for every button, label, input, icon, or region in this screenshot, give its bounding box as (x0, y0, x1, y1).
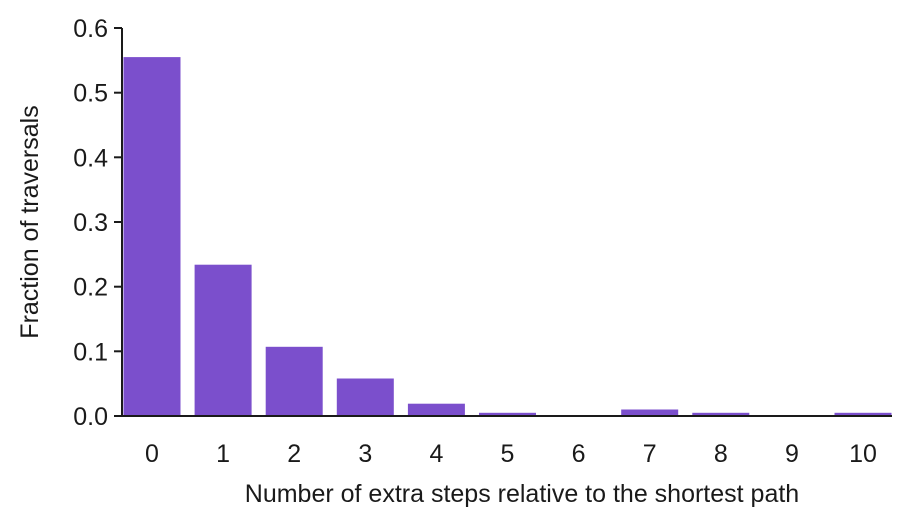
x-tick-label-7: 7 (643, 440, 657, 468)
x-tick-label-0: 0 (145, 440, 159, 468)
bar-1 (194, 264, 252, 416)
x-tick-label-6: 6 (572, 440, 586, 468)
bar-4 (407, 403, 465, 416)
bar-7 (621, 409, 679, 416)
x-axis-ticks: 0 1 2 3 4 5 6 7 8 9 10 (145, 440, 877, 468)
y-tick-label-0.5: 0.5 (73, 80, 108, 108)
x-tick-label-5: 5 (501, 440, 515, 468)
bar-10 (834, 412, 892, 416)
y-tick-label-0.4: 0.4 (73, 144, 108, 172)
x-tick-label-8: 8 (714, 440, 728, 468)
bar-3 (336, 378, 394, 416)
bar-8 (692, 412, 750, 416)
x-tick-label-4: 4 (429, 440, 443, 468)
x-tick-label-3: 3 (358, 440, 372, 468)
y-tick-label-0.0: 0.0 (73, 403, 108, 431)
y-axis-ticks: 0.0 0.1 0.2 0.3 0.4 0.5 0.6 (73, 15, 122, 431)
x-tick-label-9: 9 (785, 440, 799, 468)
bar-0 (123, 57, 181, 416)
x-tick-label-10: 10 (849, 440, 877, 468)
y-tick-label-0.2: 0.2 (73, 274, 108, 302)
x-axis-title: Number of extra steps relative to the sh… (245, 480, 799, 508)
x-tick-label-2: 2 (287, 440, 301, 468)
bar-2 (265, 346, 323, 416)
bar-5 (479, 412, 536, 416)
y-axis-title: Fraction of traversals (16, 105, 44, 338)
x-tick-label-1: 1 (216, 440, 230, 468)
y-tick-label-0.6: 0.6 (73, 15, 108, 43)
y-tick-label-0.1: 0.1 (73, 338, 108, 366)
bars-group (123, 57, 892, 416)
y-tick-label-0.3: 0.3 (73, 209, 108, 237)
